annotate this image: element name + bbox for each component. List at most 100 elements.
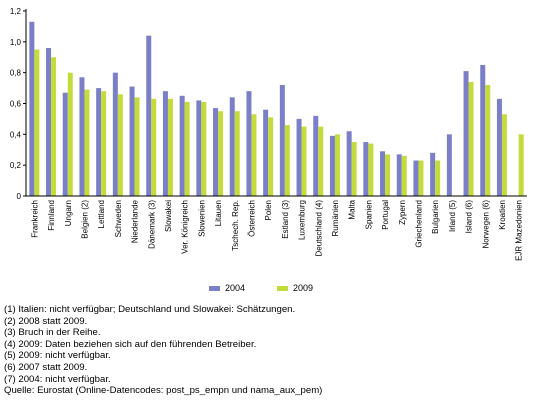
y-tick-label: 0	[17, 192, 22, 201]
x-tick-label: Norwegen (6)	[481, 200, 490, 249]
y-tick-label: 1,0	[10, 38, 22, 47]
bar-2009	[385, 154, 391, 196]
bar-2004	[313, 115, 319, 196]
bar-2009	[501, 114, 507, 196]
bar-2009	[251, 114, 257, 196]
x-tick-label: Dänemark (3)	[147, 200, 156, 249]
y-tick-label: 0,2	[10, 161, 22, 170]
bar-chart: 0 0,2 0,4 0,6 0,8 1,0 1,2 Frankreich Finnland Ung…	[10, 7, 527, 261]
legend-swatch-2004	[209, 285, 220, 291]
bar-2009	[184, 101, 190, 196]
footnote: (5) 2009: nicht verfügbar.	[4, 350, 111, 362]
bar-2009	[418, 160, 424, 196]
x-tick-label: Rumänien	[331, 200, 340, 236]
x-tick-label: Belgien (2)	[80, 200, 89, 239]
x-tick-label: Luxemburg	[298, 200, 307, 240]
x-tick-label: Bulgarien	[431, 200, 440, 234]
legend-label-2009: 2009	[293, 283, 314, 293]
bar-2009	[368, 143, 374, 196]
bar-2009	[518, 134, 524, 196]
bar-2004	[496, 98, 502, 196]
legend: 2004 2009	[0, 283, 540, 299]
legend-swatch-2009	[277, 285, 288, 291]
y-tick-label: 0,6	[10, 100, 22, 109]
bar-2009	[67, 72, 73, 196]
bar-2004	[79, 77, 85, 196]
x-tick-label: Griechenland	[414, 200, 423, 248]
x-tick-label: Malta	[348, 199, 357, 219]
x-tick-label: Zypern	[398, 200, 407, 225]
bar-2004	[296, 118, 302, 196]
bar-2004	[413, 160, 419, 196]
bar-2004	[62, 92, 68, 196]
bar-2009	[301, 126, 307, 196]
bar-2009	[117, 94, 123, 196]
x-tick-label: Niederlande	[131, 199, 140, 243]
x-tick-label: Frankreich	[30, 200, 39, 238]
footnote: (6) 2007 statt 2009.	[4, 361, 88, 373]
bar-2004	[446, 134, 452, 196]
x-tick-label: Schweden	[114, 200, 123, 237]
bar-2009	[134, 97, 140, 196]
footnotes: (1) Italien: nicht verfügbar; Deutschlan…	[4, 304, 322, 397]
bar-2009	[167, 98, 173, 196]
bar-2004	[29, 21, 35, 196]
x-tick-label: Estland (3)	[281, 200, 290, 239]
x-tick-label: Finnland	[47, 200, 56, 231]
bar-2009	[334, 134, 340, 196]
x-tick-label: Slowakei	[164, 200, 173, 232]
bar-2004	[46, 48, 52, 196]
x-tick-label: Ungarn	[64, 200, 73, 226]
x-tick-label: Spanien	[364, 200, 373, 229]
bar-2004	[346, 131, 352, 196]
bar-2009	[84, 89, 90, 196]
bar-2004	[363, 142, 369, 196]
y-tick-label: 0,4	[10, 130, 22, 139]
x-tick-label: Tschech. Rep.	[231, 200, 240, 251]
bar-2009	[201, 101, 207, 196]
bar-2004	[112, 72, 118, 196]
bar-2004	[96, 88, 102, 196]
bar-2004	[396, 154, 402, 196]
y-tick-label: 0,8	[10, 69, 22, 78]
bar-2004	[229, 97, 235, 196]
x-tick-label: Lettland	[97, 200, 106, 228]
bar-2009	[351, 142, 357, 196]
source-note: Quelle: Eurostat (Online-Datencodes: pos…	[4, 385, 323, 397]
footnote: (1) Italien: nicht verfügbar; Deutschlan…	[4, 304, 296, 315]
bar-2004	[380, 151, 386, 196]
bar-2009	[401, 155, 407, 196]
y-tick-label: 1,2	[10, 7, 22, 16]
bar-2004	[129, 86, 135, 196]
x-tick-label: Polen	[264, 200, 273, 220]
bar-2004	[213, 108, 219, 196]
legend-label-2004: 2004	[225, 283, 246, 293]
footnote: (2) 2008 statt 2009.	[4, 315, 88, 327]
bar-2009	[234, 111, 240, 196]
bar-2004	[179, 95, 185, 196]
x-tick-label: Portugal	[381, 200, 390, 230]
bar-2009	[318, 126, 324, 196]
bar-2004	[430, 152, 436, 196]
bar-2009	[101, 91, 107, 196]
bar-2009	[268, 117, 274, 196]
x-tick-label: Slowenien	[197, 200, 206, 237]
bar-2009	[151, 98, 157, 196]
bar-2004	[463, 71, 469, 196]
bar-2004	[146, 35, 152, 196]
bar-2009	[218, 111, 224, 196]
x-tick-label: Österreich	[247, 200, 256, 237]
x-tick-label: EJR Mazedonien	[515, 200, 524, 261]
footnote: (4) 2009: Daten beziehen sich auf den fü…	[4, 338, 257, 350]
bar-2009	[51, 57, 57, 196]
bar-2009	[485, 85, 491, 196]
bar-2004	[480, 64, 486, 196]
bar-2009	[435, 160, 441, 196]
x-tick-label: Island (6)	[465, 200, 474, 234]
x-tick-label: Kroatien	[498, 200, 507, 230]
bar-2004	[196, 100, 202, 196]
x-tick-label: Irland (5)	[448, 200, 457, 232]
bar-2004	[263, 109, 269, 196]
x-tick-label: Deutschland (4)	[314, 200, 323, 257]
footnote: (3) Bruch in der Reihe.	[4, 327, 101, 339]
